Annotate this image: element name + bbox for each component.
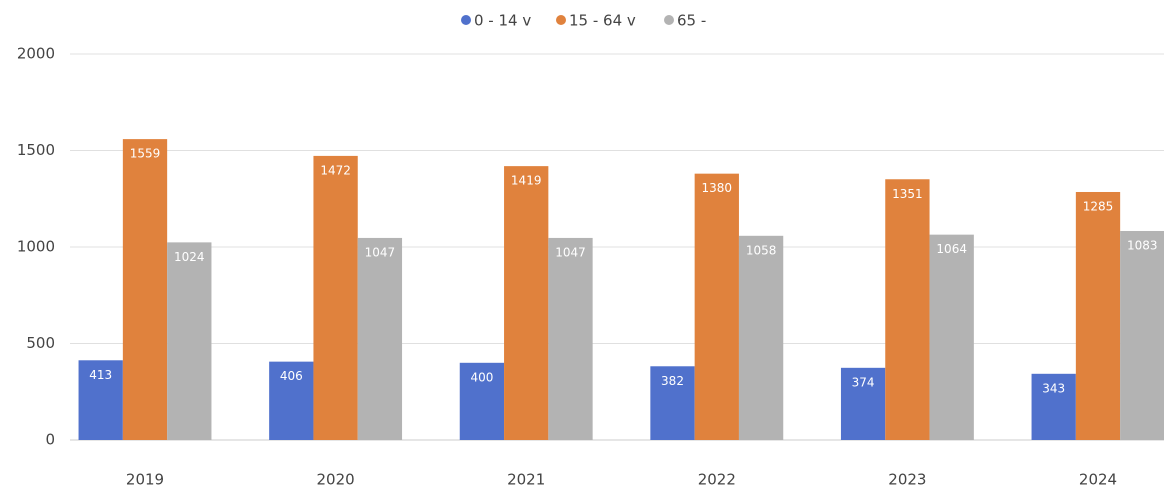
bar <box>167 242 212 440</box>
y-tick-label: 0 <box>45 431 55 449</box>
legend-label: 15 - 64 v <box>569 12 636 30</box>
x-tick-label: 2022 <box>698 471 736 488</box>
bar <box>738 235 784 440</box>
value-label: 382 <box>661 374 684 388</box>
bar <box>1120 230 1164 440</box>
bar <box>357 237 403 440</box>
bar <box>885 179 930 440</box>
bar <box>504 166 549 440</box>
value-label: 374 <box>852 375 875 389</box>
bar <box>694 173 739 440</box>
bar <box>1075 191 1121 440</box>
bar <box>650 366 695 440</box>
x-tick-label: 2024 <box>1079 471 1117 488</box>
legend-label: 0 - 14 v <box>474 12 531 30</box>
value-label: 1047 <box>365 245 396 259</box>
bar <box>459 362 505 440</box>
value-label: 1285 <box>1083 199 1114 213</box>
value-label: 343 <box>1042 381 1065 395</box>
legend-label: 65 - <box>677 12 706 30</box>
bar <box>1031 373 1076 440</box>
bar <box>548 237 593 440</box>
bar <box>313 155 358 441</box>
bar <box>840 367 886 440</box>
legend-dot <box>556 15 566 25</box>
bar <box>929 234 974 440</box>
bar <box>122 139 168 440</box>
legend-dot <box>461 15 471 25</box>
value-label: 1559 <box>130 147 161 161</box>
value-label: 1083 <box>1127 238 1158 252</box>
y-tick-label: 1000 <box>17 238 55 256</box>
value-label: 1380 <box>702 181 733 195</box>
legend-dot <box>664 15 674 25</box>
value-label: 1419 <box>511 174 542 188</box>
value-label: 1064 <box>936 242 967 256</box>
value-label: 1472 <box>320 163 351 177</box>
x-tick-label: 2020 <box>317 471 355 488</box>
value-label: 406 <box>280 369 303 383</box>
value-label: 1024 <box>174 250 205 264</box>
bar <box>269 361 314 440</box>
value-label: 413 <box>89 368 112 382</box>
bar <box>78 360 123 440</box>
value-label: 1047 <box>555 245 586 259</box>
y-tick-label: 1500 <box>17 141 55 159</box>
x-tick-label: 2019 <box>126 471 164 488</box>
value-label: 1058 <box>746 243 777 257</box>
y-tick-label: 500 <box>26 334 55 352</box>
y-tick-label: 2000 <box>17 45 55 63</box>
x-tick-label: 2021 <box>507 471 545 488</box>
x-tick-label: 2023 <box>888 471 926 488</box>
value-label: 1351 <box>892 187 923 201</box>
value-label: 400 <box>470 370 493 384</box>
